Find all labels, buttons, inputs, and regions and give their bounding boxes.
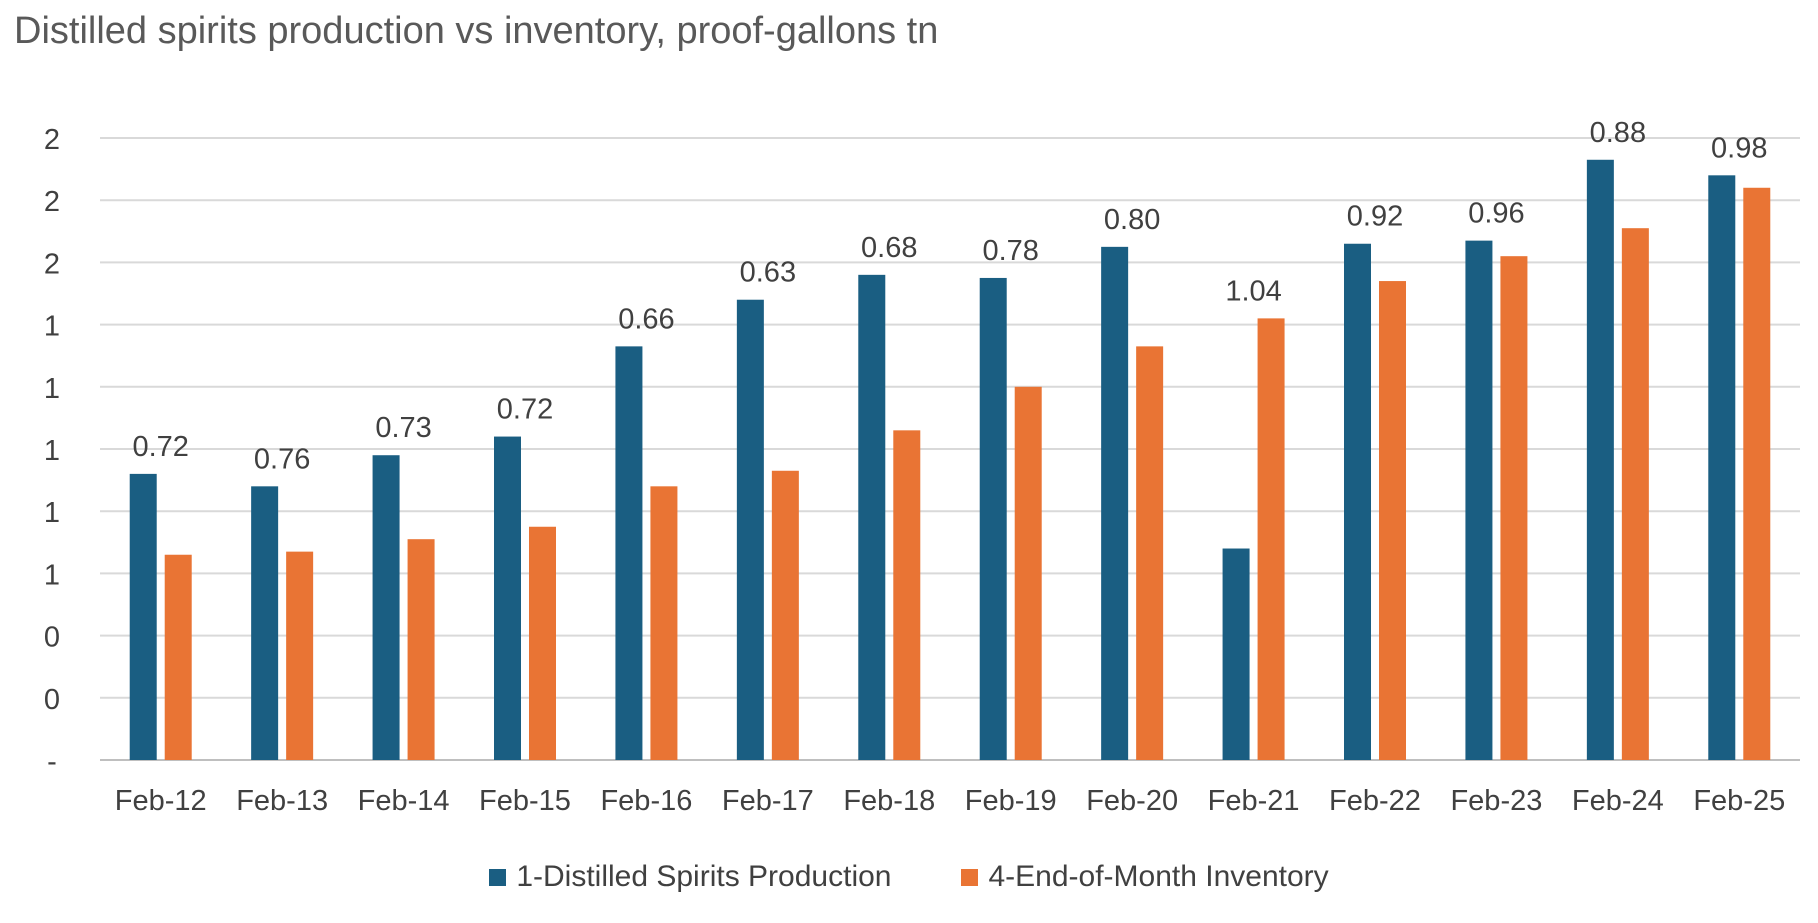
bar-inventory xyxy=(1379,281,1406,760)
bar-inventory xyxy=(529,526,556,760)
bar-production xyxy=(494,436,521,760)
bar-inventory xyxy=(893,430,921,760)
x-tick-label: Feb-25 xyxy=(1693,785,1785,817)
x-tick-label: Feb-15 xyxy=(479,785,571,817)
bar-production xyxy=(1222,548,1250,760)
y-tick-label: 2 xyxy=(44,186,60,218)
x-tick-label: Feb-13 xyxy=(236,785,328,817)
chart-title: Distilled spirits production vs inventor… xyxy=(14,10,939,52)
data-label: 0.78 xyxy=(982,235,1038,267)
y-tick-label: 1 xyxy=(44,373,60,405)
y-tick-label: 1 xyxy=(44,559,60,591)
bar-production xyxy=(1708,175,1736,760)
bar-production xyxy=(1586,159,1614,760)
x-tick-label: Feb-18 xyxy=(843,785,935,817)
data-label: 0.76 xyxy=(254,443,310,475)
bar-production xyxy=(1344,243,1371,761)
chart-legend: 1-Distilled Spirits Production 4-End-of-… xyxy=(0,860,1818,894)
legend-item-production: 1-Distilled Spirits Production xyxy=(489,860,891,894)
data-label: 0.80 xyxy=(1104,204,1160,236)
y-tick-label: - xyxy=(47,746,57,778)
bar-inventory xyxy=(650,486,678,760)
bar-production xyxy=(615,346,643,760)
data-label: 0.72 xyxy=(497,394,553,426)
x-tick-label: Feb-17 xyxy=(722,785,814,817)
bar-inventory xyxy=(286,551,314,760)
x-tick-label: Feb-16 xyxy=(600,785,692,817)
bar-inventory xyxy=(1621,228,1649,760)
y-tick-label: 2 xyxy=(44,124,60,156)
data-label: 0.88 xyxy=(1590,117,1646,149)
bar-production xyxy=(858,274,886,760)
bar-production xyxy=(979,277,1007,760)
y-tick-label: 1 xyxy=(44,435,60,467)
data-label: 0.73 xyxy=(375,412,431,444)
bar-inventory xyxy=(1014,386,1042,760)
data-label: 0.68 xyxy=(861,232,917,264)
bar-production xyxy=(1465,240,1493,760)
bar-inventory xyxy=(407,539,435,760)
data-label: 0.92 xyxy=(1347,201,1403,233)
bar-production xyxy=(1101,246,1129,761)
data-label: 0.98 xyxy=(1711,132,1767,164)
bar-inventory xyxy=(1743,187,1771,760)
x-tick-label: Feb-19 xyxy=(965,785,1057,817)
x-tick-label: Feb-14 xyxy=(358,785,450,817)
y-tick-label: 2 xyxy=(44,248,60,280)
bar-production xyxy=(372,455,400,760)
data-label: 1.04 xyxy=(1225,275,1281,307)
legend-label-inventory: 4-End-of-Month Inventory xyxy=(988,860,1329,893)
data-label: 0.63 xyxy=(740,257,796,289)
x-tick-label: Feb-23 xyxy=(1450,785,1542,817)
bar-inventory xyxy=(1500,256,1528,760)
y-tick-label: 0 xyxy=(44,684,60,716)
data-label: 0.66 xyxy=(618,303,674,335)
x-tick-label: Feb-24 xyxy=(1572,785,1664,817)
x-tick-label: Feb-22 xyxy=(1329,785,1421,817)
bar-production xyxy=(129,473,157,760)
data-label: 0.72 xyxy=(132,431,188,463)
y-tick-label: 0 xyxy=(44,622,60,654)
data-label: 0.96 xyxy=(1468,198,1524,230)
legend-swatch-inventory xyxy=(961,868,979,886)
legend-label-production: 1-Distilled Spirits Production xyxy=(516,860,892,893)
bar-inventory xyxy=(164,554,192,760)
bar-inventory xyxy=(771,470,799,760)
bar-production xyxy=(251,486,279,760)
x-tick-label: Feb-20 xyxy=(1086,785,1178,817)
legend-swatch-production xyxy=(489,868,507,886)
x-tick-label: Feb-21 xyxy=(1208,785,1300,817)
bar-inventory xyxy=(1136,346,1164,760)
legend-item-inventory: 4-End-of-Month Inventory xyxy=(961,860,1329,894)
y-tick-label: 1 xyxy=(44,311,60,343)
bar-inventory xyxy=(1257,318,1285,760)
bar-production xyxy=(736,299,764,760)
y-tick-label: 1 xyxy=(44,497,60,529)
x-tick-label: Feb-12 xyxy=(115,785,207,817)
